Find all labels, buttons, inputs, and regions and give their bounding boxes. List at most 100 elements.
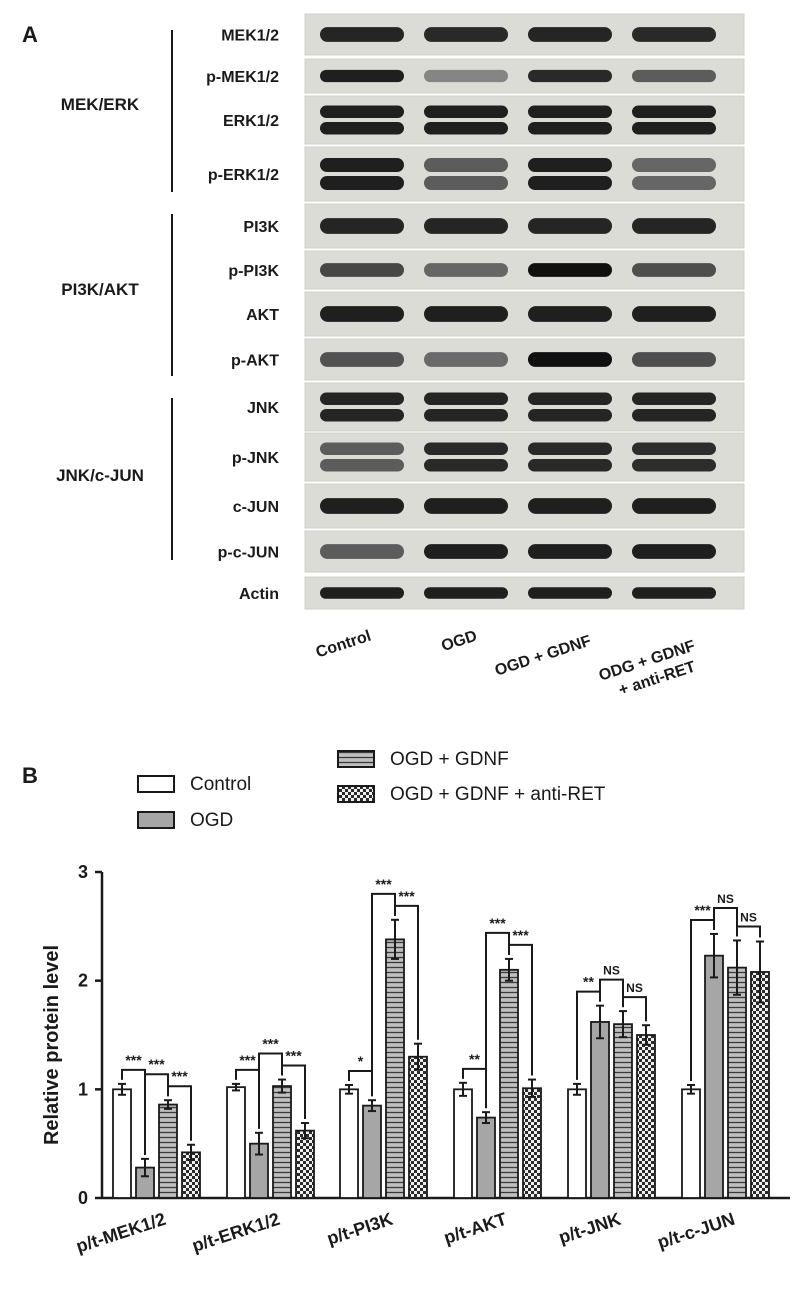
blot-band <box>320 442 404 455</box>
legend-entry: Control <box>137 774 251 795</box>
blot-band <box>320 27 404 42</box>
blot-band <box>528 218 612 234</box>
category-label: p/t-JNK <box>556 1209 623 1248</box>
blot-row: AKT <box>246 291 745 337</box>
blot-band <box>320 392 404 405</box>
blot-band <box>424 587 508 599</box>
error-bar <box>301 1122 309 1140</box>
blot-strip <box>304 432 745 482</box>
blot-band <box>632 157 716 172</box>
blot-band <box>632 442 716 455</box>
blot-row: ERK1/2 <box>223 95 745 145</box>
category-label-text: p/t-PI3K <box>324 1209 395 1249</box>
blot-band <box>528 122 612 135</box>
significance-bracket: NS <box>622 981 647 1022</box>
blot-band <box>528 105 612 118</box>
significance-label: *** <box>489 915 506 931</box>
bar <box>339 1088 359 1199</box>
category-label-text: p/t-JNK <box>556 1209 623 1248</box>
blot-band <box>320 157 404 172</box>
significance-label: *** <box>375 876 392 892</box>
blot-band <box>632 352 716 367</box>
panel-b-letter: B <box>22 763 38 788</box>
protein-label: c-JUN <box>233 499 279 516</box>
blot-band <box>528 69 612 83</box>
significance-bracket: NS <box>599 964 624 1008</box>
significance-label: *** <box>239 1052 256 1068</box>
blot-band <box>320 306 404 322</box>
error-bar <box>141 1157 149 1178</box>
legend-swatch <box>137 811 175 829</box>
blot-band <box>320 69 404 83</box>
error-bar <box>642 1024 650 1046</box>
blot-band <box>528 587 612 599</box>
blot-band <box>320 122 404 135</box>
blot-band <box>320 409 404 422</box>
significance-label: ** <box>469 1051 480 1067</box>
blot-band <box>320 544 404 559</box>
blot-row: PI3K <box>243 203 745 249</box>
category-label: p/t-MEK1/2 <box>74 1209 169 1257</box>
significance-bracket: *** <box>485 915 510 1109</box>
legend-entry: OGD + GDNF <box>337 749 509 770</box>
category-label: p/t-ERK1/2 <box>189 1209 282 1256</box>
error-bar <box>255 1131 263 1156</box>
blot-row: p-c-JUN <box>218 530 745 573</box>
error-bar <box>619 1010 627 1039</box>
significance-label: NS <box>717 892 734 906</box>
category-label: p/t-c-JUN <box>655 1209 737 1253</box>
legend-entry: OGD <box>137 810 233 831</box>
blot-row: Actin <box>239 576 745 610</box>
error-bar <box>596 1004 604 1040</box>
blot-band <box>424 498 508 514</box>
bar <box>295 1129 315 1199</box>
protein-label: p-JNK <box>232 450 280 467</box>
legend-label: OGD + GDNF <box>390 749 509 770</box>
significance-bracket: *** <box>281 1048 306 1120</box>
bar <box>362 1104 382 1199</box>
blot-band <box>528 544 612 559</box>
protein-label: MEK1/2 <box>221 28 279 45</box>
significance-label: *** <box>148 1056 165 1072</box>
error-bar <box>573 1082 581 1096</box>
blot-band <box>528 442 612 455</box>
blot-band <box>320 498 404 514</box>
significance-bracket: *** <box>371 876 396 1097</box>
bar <box>226 1086 246 1199</box>
blot-band <box>320 176 404 191</box>
significance-label: *** <box>171 1068 188 1084</box>
protein-label: AKT <box>246 307 279 324</box>
error-bar <box>368 1099 376 1113</box>
significance-label: NS <box>740 910 757 924</box>
error-bar <box>756 940 764 1004</box>
bar <box>522 1087 542 1199</box>
error-bar <box>278 1078 286 1094</box>
blot-band <box>424 392 508 405</box>
error-bar <box>733 939 741 996</box>
blot-band <box>528 306 612 322</box>
bar <box>112 1088 132 1199</box>
blot-strip <box>304 146 745 202</box>
significance-bracket: NS <box>713 892 738 937</box>
protein-label: JNK <box>247 400 279 417</box>
category-label: p/t-PI3K <box>324 1209 395 1249</box>
significance-label: *** <box>512 927 529 943</box>
protein-label: p-MEK1/2 <box>206 69 279 86</box>
bar <box>476 1116 496 1199</box>
blot-band <box>424 69 508 83</box>
legend-label: Control <box>190 774 251 795</box>
blot-band <box>320 105 404 118</box>
bar <box>567 1088 587 1199</box>
error-bar <box>164 1099 172 1110</box>
blot-band <box>424 157 508 172</box>
significance-label: *** <box>694 902 711 918</box>
blot-row: p-MEK1/2 <box>206 58 745 94</box>
significance-label: *** <box>125 1052 142 1068</box>
blot-band <box>632 218 716 234</box>
significance-label: * <box>358 1053 364 1069</box>
legend-entry: OGD + GDNF + anti-RET <box>337 784 606 805</box>
protein-label: p-c-JUN <box>218 545 279 562</box>
error-bar <box>710 932 718 979</box>
significance-label: NS <box>603 964 620 978</box>
significance-bracket: *** <box>508 927 533 1076</box>
